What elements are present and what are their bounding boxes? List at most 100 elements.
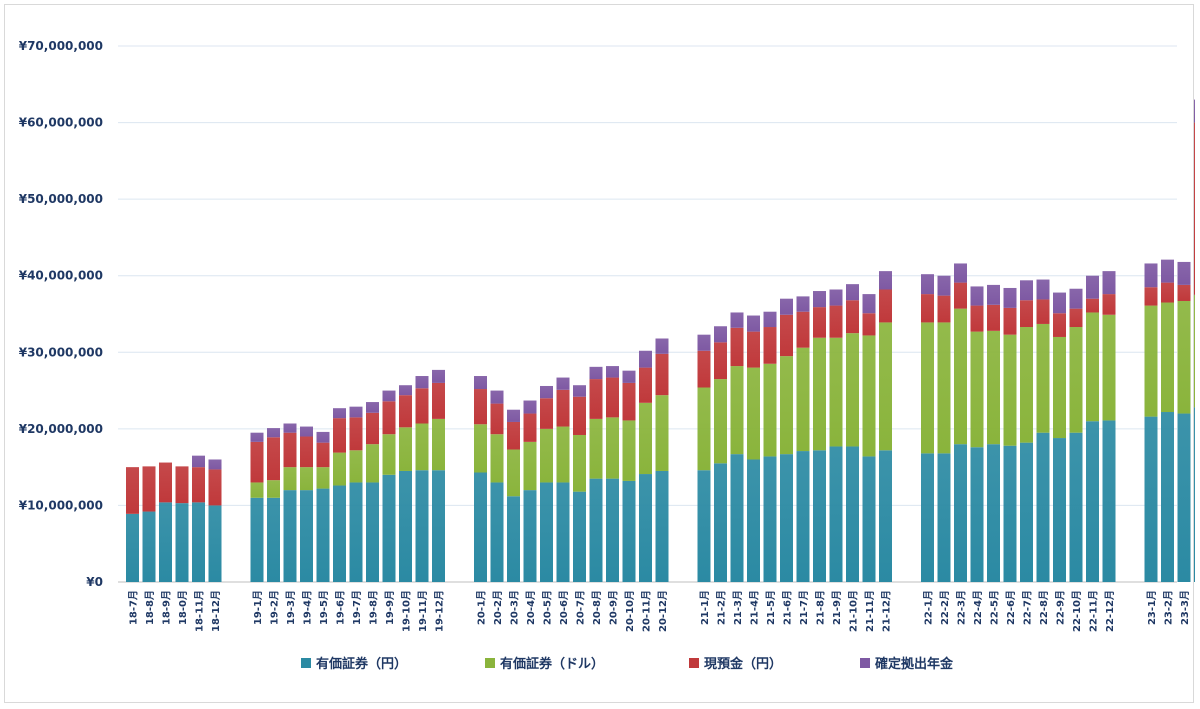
bar-segment	[1036, 323, 1050, 433]
bar-segment	[573, 434, 586, 492]
y-tick-label: ¥0	[86, 575, 103, 589]
bar-segment	[1144, 263, 1158, 288]
bar-segment	[622, 382, 636, 421]
bar-segment	[208, 505, 222, 582]
bar-segment	[523, 400, 537, 414]
bar-segment	[1144, 287, 1158, 306]
bar-segment	[333, 485, 346, 582]
x-tick-label: 19-8月	[368, 590, 380, 625]
bar-segment	[316, 488, 330, 582]
bar-segment	[283, 423, 297, 433]
bar-segment	[415, 423, 429, 471]
x-tick-label: 19-10月	[401, 590, 413, 632]
bar-segment	[655, 338, 669, 354]
bar-segment	[573, 491, 586, 582]
bar-segment	[349, 406, 363, 418]
bar-segment	[829, 337, 843, 447]
bar-segment	[730, 327, 744, 367]
x-tick-label: 21-5月	[765, 590, 777, 625]
bar-segment	[1086, 421, 1099, 582]
bar-segment	[507, 449, 520, 497]
bar-segment	[333, 418, 346, 453]
x-tick-label: 18-7月	[128, 590, 140, 625]
bar-segment	[1069, 432, 1083, 582]
bar-segment	[1020, 442, 1033, 582]
bar-segment	[1086, 275, 1099, 299]
bar-segment	[126, 513, 139, 582]
bar-segment	[846, 446, 859, 582]
x-tick-label: 22-11月	[1088, 590, 1100, 632]
bar-segment	[763, 456, 777, 582]
bar-segment	[192, 502, 205, 582]
x-tick-label: 20-9月	[608, 590, 620, 625]
x-tick-label: 20-6月	[558, 590, 570, 625]
bar-segment	[1069, 327, 1083, 433]
bar-segment	[589, 478, 603, 582]
bar-segment	[250, 497, 264, 582]
bar-segment	[126, 467, 139, 514]
bar-segment	[921, 274, 934, 295]
bar-segment	[399, 470, 412, 582]
bar-segment	[1177, 284, 1191, 301]
bar-segment	[639, 350, 652, 368]
bar-segment	[1194, 407, 1195, 582]
bar-segment	[316, 431, 330, 443]
bar-segment	[250, 441, 264, 483]
bar-segment	[1177, 261, 1191, 285]
bar-segment	[639, 367, 652, 403]
bar-segment	[639, 402, 652, 475]
bar-segment	[1069, 308, 1083, 328]
x-tick-label: 18-0月	[177, 590, 189, 625]
bar-segment	[829, 289, 843, 306]
x-tick-label: 21-1月	[699, 590, 711, 625]
x-tick-label: 19-9月	[384, 590, 396, 625]
bar-segment	[333, 408, 346, 419]
bar-segment	[796, 451, 810, 582]
x-tick-label: 18-11月	[194, 590, 206, 632]
bar-segment	[432, 369, 445, 383]
bar-segment	[366, 482, 379, 582]
bar-segment	[316, 467, 330, 489]
x-tick-label: 19-5月	[318, 590, 330, 625]
bar-segment	[1086, 312, 1099, 422]
bar-segment	[208, 459, 222, 470]
bar-segment	[540, 428, 553, 483]
bar-segment	[813, 291, 826, 308]
bar-segment	[556, 426, 570, 483]
bar-segment	[300, 490, 313, 582]
bar-segment	[474, 376, 487, 390]
bar-segment	[829, 305, 843, 338]
bar-segment	[780, 314, 793, 357]
x-tick-label: 19-4月	[302, 590, 314, 625]
x-tick-label: 20-8月	[591, 590, 603, 625]
legend-swatch	[485, 658, 495, 668]
bar-segment	[1069, 288, 1083, 309]
bar-segment	[1020, 300, 1033, 328]
bar-segment	[523, 441, 537, 491]
bar-segment	[937, 453, 951, 582]
x-tick-label: 21-12月	[881, 590, 893, 632]
legend-label: 現預金（円）	[704, 656, 782, 672]
x-tick-label: 23-3月	[1179, 590, 1191, 625]
bar-segment	[796, 311, 810, 348]
x-tick-label: 22-12月	[1104, 590, 1116, 632]
bar-segment	[1053, 313, 1066, 337]
bar-segment	[1020, 280, 1033, 301]
y-tick-label: ¥40,000,000	[19, 269, 103, 283]
chart-frame: ¥0 ¥10,000,000 ¥20,000,000 ¥30,000,000 ¥40,0…	[4, 4, 1195, 703]
x-tick-label: 19-6月	[335, 590, 347, 625]
bar-segment	[523, 490, 537, 582]
bar-segment	[763, 363, 777, 457]
bar-segment	[970, 305, 984, 332]
bar-segment	[747, 315, 760, 332]
x-tick-label: 21-6月	[782, 590, 794, 625]
bar-segment	[1003, 287, 1017, 308]
bar-segment	[523, 413, 537, 442]
x-tick-label: 22-1月	[923, 590, 935, 625]
bar-segment	[1102, 420, 1116, 582]
x-tick-label: 19-1月	[252, 590, 264, 625]
bar-segment	[159, 502, 172, 582]
x-tick-label: 20-7月	[575, 590, 587, 625]
bar-segment	[780, 298, 793, 315]
bar-segment	[283, 490, 297, 582]
